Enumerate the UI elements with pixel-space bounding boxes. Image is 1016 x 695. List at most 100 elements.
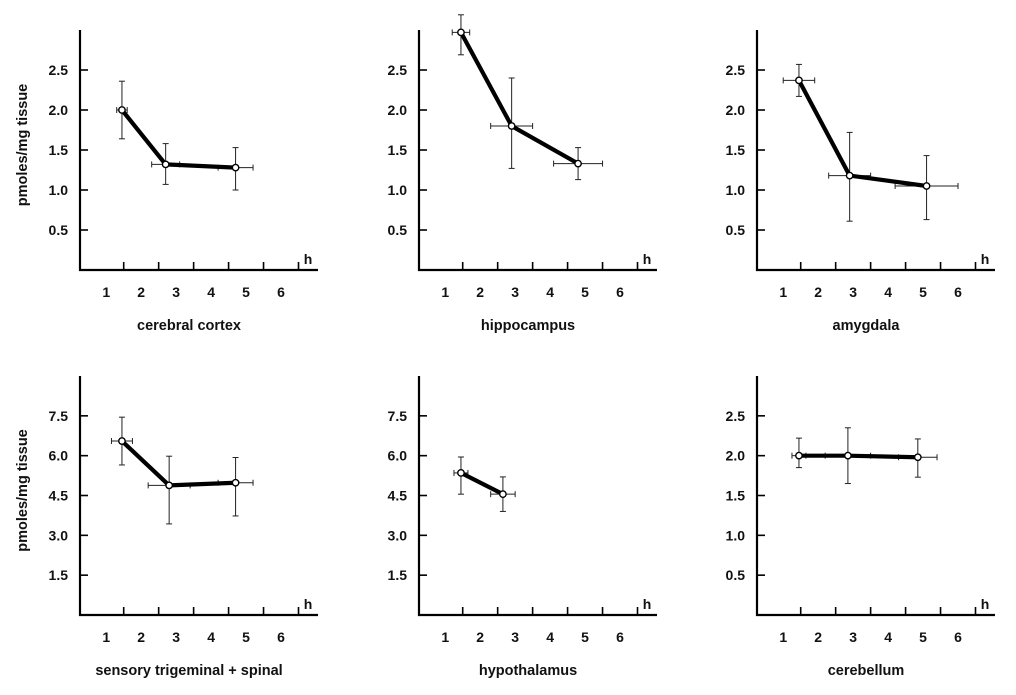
- y-tick-label: 0.5: [49, 222, 69, 238]
- x-tick-label: 5: [242, 629, 250, 645]
- y-tick-label: 1.5: [726, 142, 746, 158]
- x-axis-label: h: [304, 596, 313, 612]
- x-tick-label: 2: [137, 629, 145, 645]
- data-point: [843, 451, 852, 460]
- x-tick-label: 4: [884, 284, 892, 300]
- y-tick-label: 7.5: [49, 408, 69, 424]
- data-point: [574, 159, 582, 168]
- y-tick-label: 1.0: [726, 182, 746, 198]
- chart-title: sensory trigeminal + spinal: [95, 663, 282, 679]
- y-tick-label: 1.0: [49, 182, 69, 198]
- x-tick-label: 1: [779, 284, 787, 300]
- x-tick-label: 1: [441, 284, 449, 300]
- x-axis-label: h: [643, 251, 652, 267]
- y-tick-label: 1.5: [726, 488, 746, 504]
- chart-panel-1: 0.5 1.0 1.5 2.0 2.5 1 2 3 4 5 6 h cerebral cortex pmo…: [15, 30, 318, 334]
- data-point: [845, 171, 854, 180]
- y-tick-label: 6.0: [388, 448, 408, 464]
- x-tick-label: 5: [919, 629, 927, 645]
- axis-lines: [417, 30, 657, 272]
- y-tick-label: 3.0: [388, 527, 408, 543]
- chart-panel-3: 0.5 1.0 1.5 2.0 2.5 1 2 3 4 5 6 h amygdala: [726, 30, 995, 334]
- x-tick-label: 6: [954, 629, 962, 645]
- y-tick-label: 2.5: [49, 62, 69, 78]
- data-point: [161, 160, 170, 169]
- y-tick-label: 1.5: [388, 142, 408, 158]
- data-point: [507, 122, 516, 130]
- y-tick-label: 0.5: [726, 222, 746, 238]
- y-tick-label: 4.5: [388, 488, 408, 504]
- y-tick-label: 1.5: [49, 142, 69, 158]
- data-point: [165, 481, 174, 490]
- x-tick-label: 4: [207, 284, 215, 300]
- data-point: [795, 76, 803, 85]
- x-tick-label: 2: [814, 284, 822, 300]
- y-tick-label: 2.0: [726, 102, 746, 118]
- series-line: [120, 439, 236, 488]
- x-tick-label: 3: [511, 284, 519, 300]
- axis-lines: [78, 376, 318, 617]
- x-tick-label: 1: [441, 629, 449, 645]
- series-line: [798, 453, 918, 460]
- chart-title: hippocampus: [481, 318, 575, 334]
- y-tick-label: 1.0: [726, 527, 746, 543]
- x-tick-label: 3: [849, 629, 857, 645]
- x-tick-label: 4: [884, 629, 892, 645]
- chart-title: cerebellum: [828, 663, 905, 679]
- axis-lines: [755, 30, 995, 272]
- data-point: [118, 106, 126, 114]
- y-tick-label: 2.0: [726, 448, 746, 464]
- x-tick-label: 2: [476, 284, 484, 300]
- x-tick-label: 6: [277, 284, 285, 300]
- x-tick-label: 1: [102, 284, 110, 300]
- axis-lines: [417, 376, 657, 617]
- y-tick-label: 1.5: [49, 567, 69, 583]
- series-line: [460, 471, 504, 497]
- y-tick-label: 3.0: [49, 527, 69, 543]
- x-axis-label: h: [981, 596, 990, 612]
- chart-panel-2: 0.5 1.0 1.5 2.0 2.5 1 2 3 4 5 6 h hippocampus: [388, 14, 657, 334]
- data-point: [913, 453, 922, 462]
- axis-lines: [78, 30, 318, 272]
- y-tick-label: 6.0: [49, 448, 69, 464]
- y-tick-label: 1.5: [388, 567, 408, 583]
- data-point: [231, 163, 240, 172]
- y-tick-label: 7.5: [388, 408, 408, 424]
- data-point: [457, 28, 465, 37]
- chart-panel-6: 0.5 1.0 1.5 2.0 2.5 1 2 3 4 5 6 h cerebellum: [726, 376, 995, 679]
- x-tick-label: 1: [779, 629, 787, 645]
- data-point: [118, 437, 126, 445]
- x-axis-label: h: [981, 251, 990, 267]
- data-point: [795, 451, 803, 460]
- chart-title: cerebral cortex: [137, 318, 241, 334]
- x-tick-label: 6: [277, 629, 285, 645]
- series-line: [459, 31, 580, 166]
- x-tick-label: 4: [546, 629, 554, 645]
- y-tick-label: 2.5: [726, 408, 746, 424]
- x-tick-label: 4: [546, 284, 554, 300]
- x-tick-label: 3: [849, 284, 857, 300]
- data-point: [922, 182, 931, 190]
- axis-lines: [755, 376, 995, 617]
- y-axis-label: pmoles/mg tissue: [15, 429, 31, 551]
- y-tick-label: 4.5: [49, 488, 69, 504]
- y-tick-label: 1.0: [388, 182, 408, 198]
- x-tick-label: 4: [207, 629, 215, 645]
- x-tick-label: 3: [172, 629, 180, 645]
- x-tick-label: 3: [172, 284, 180, 300]
- x-tick-label: 1: [102, 629, 110, 645]
- chart-title: hypothalamus: [479, 663, 577, 679]
- x-tick-label: 3: [511, 629, 519, 645]
- chart-panel-5: 1.5 3.0 4.5 6.0 7.5 1 2 3 4 5 6 h hypothalamus: [388, 376, 657, 679]
- data-point: [457, 469, 465, 477]
- x-tick-label: 2: [476, 629, 484, 645]
- x-tick-label: 5: [581, 284, 589, 300]
- chart-title: amygdala: [833, 318, 901, 334]
- x-tick-label: 2: [137, 284, 145, 300]
- series-line: [797, 79, 927, 189]
- x-tick-label: 5: [242, 284, 250, 300]
- y-axis-label: pmoles/mg tissue: [15, 84, 31, 206]
- x-tick-label: 6: [616, 284, 624, 300]
- y-tick-label: 2.5: [388, 62, 408, 78]
